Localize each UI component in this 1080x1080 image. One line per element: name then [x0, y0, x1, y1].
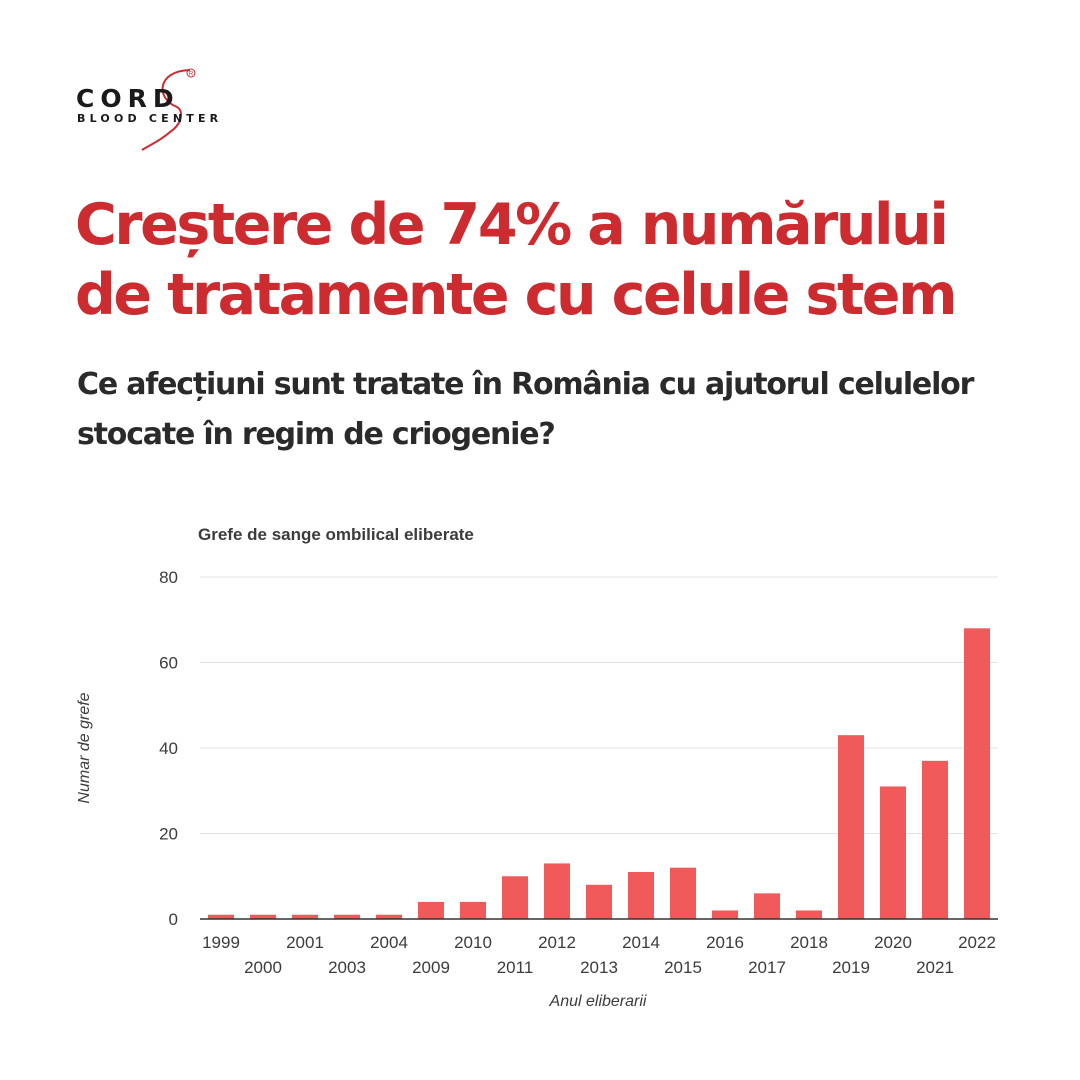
x-tick-label: 2009	[412, 958, 450, 977]
bar	[333, 914, 361, 919]
x-axis-title: Anul eliberarii	[549, 993, 647, 1010]
svg-text:R: R	[189, 71, 194, 77]
bar	[837, 735, 865, 919]
bar	[585, 884, 613, 919]
brand-logo: CORD R BLOOD CENTER	[72, 62, 272, 157]
x-tick-label: 2004	[370, 933, 408, 952]
x-tick-label: 2015	[664, 958, 702, 977]
x-tick-label: 2021	[916, 958, 954, 977]
y-tick-label: 0	[169, 910, 178, 929]
bar	[291, 914, 319, 919]
blood-drop-icon	[141, 69, 191, 151]
bar	[795, 910, 823, 919]
x-tick-label: 2010	[454, 933, 492, 952]
x-tick-label: 2001	[286, 933, 324, 952]
subheadline: Ce afecțiuni sunt tratate în România cu …	[77, 367, 974, 452]
headline: Creștere de 74% a numărului de tratament…	[75, 192, 957, 328]
bar	[417, 901, 445, 919]
x-tick-label: 2003	[328, 958, 366, 977]
x-tick-label: 2022	[958, 933, 996, 952]
x-tick-label: 2014	[622, 933, 660, 952]
y-axis-title: Numar de grefe	[76, 692, 93, 803]
x-tick-label: 2020	[874, 933, 912, 952]
bar	[963, 628, 991, 919]
bar	[207, 914, 235, 919]
x-tick-label: 2000	[244, 958, 282, 977]
x-tick-label: 2016	[706, 933, 744, 952]
bar-chart: Grefe de sange ombilical eliberate 0 20 40…	[76, 525, 998, 1010]
y-tick-label: 40	[159, 739, 178, 758]
bar	[627, 871, 655, 919]
bar	[669, 867, 697, 919]
bar	[249, 914, 277, 919]
brand-tagline: BLOOD CENTER	[77, 112, 223, 125]
chart-bars	[207, 628, 991, 919]
bar	[921, 760, 949, 919]
y-axis-ticks: 0 20 40 60 80	[159, 568, 178, 929]
bar	[375, 914, 403, 919]
brand-name: CORD	[76, 84, 180, 113]
bar	[543, 863, 571, 919]
bar	[501, 876, 529, 919]
x-tick-label: 2018	[790, 933, 828, 952]
bar	[753, 893, 781, 919]
x-tick-label: 2017	[748, 958, 786, 977]
x-tick-label: 2012	[538, 933, 576, 952]
y-tick-label: 60	[159, 654, 178, 673]
x-tick-label: 2013	[580, 958, 618, 977]
y-tick-label: 20	[159, 825, 178, 844]
bar	[879, 786, 907, 919]
bar	[459, 901, 487, 919]
registered-mark: R	[186, 68, 196, 78]
x-tick-label: 2019	[832, 958, 870, 977]
x-tick-label: 1999	[202, 933, 240, 952]
chart-grid	[200, 576, 998, 834]
x-tick-label: 2011	[497, 958, 534, 977]
y-tick-label: 80	[159, 568, 178, 587]
chart-title: Grefe de sange ombilical eliberate	[198, 525, 474, 544]
bar	[711, 910, 739, 919]
